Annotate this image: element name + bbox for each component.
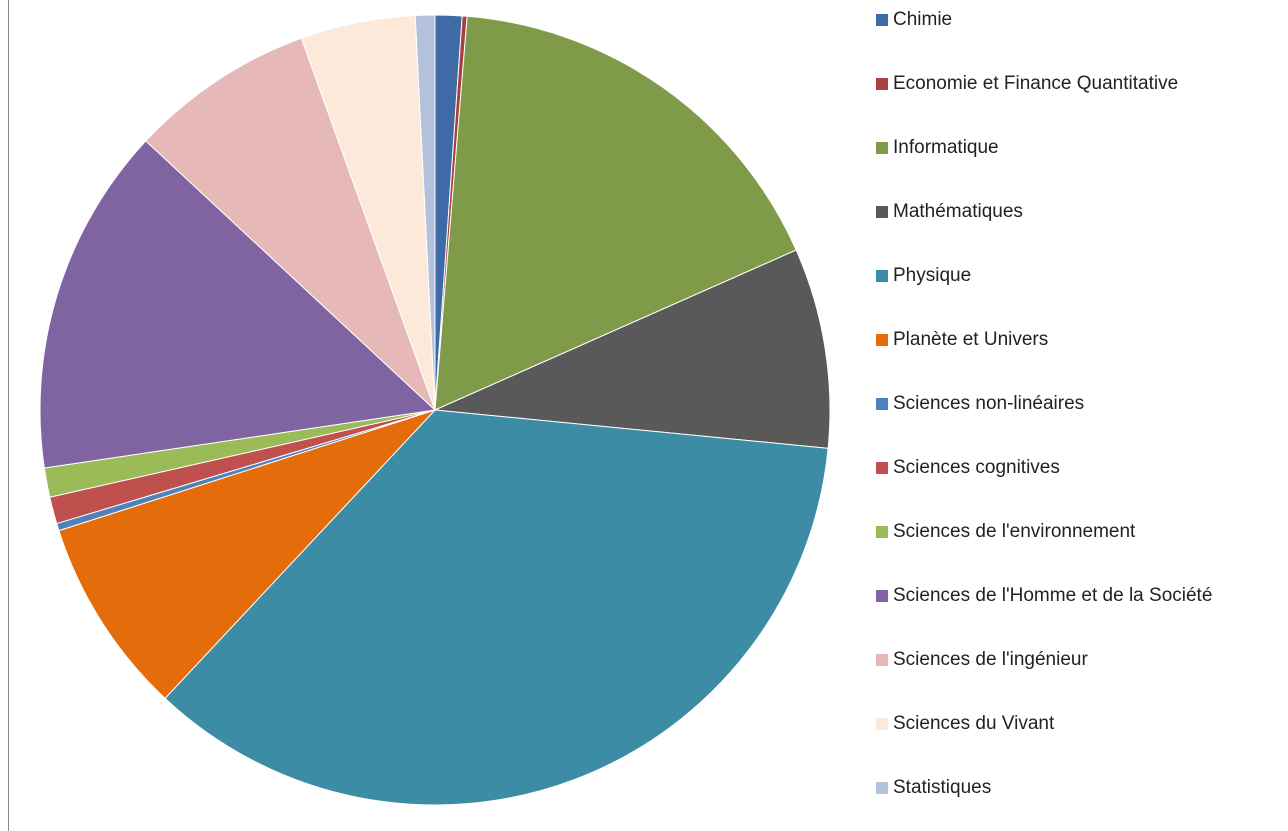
legend-label: Sciences non-linéaires	[893, 393, 1085, 414]
legend-swatch	[876, 14, 888, 26]
legend-label: Sciences de l'ingénieur	[893, 649, 1088, 670]
pie-slice	[434, 15, 797, 411]
legend-item: Chimie	[876, 6, 1216, 34]
legend-label: Sciences du Vivant	[893, 713, 1055, 734]
legend-label: Planète et Univers	[893, 329, 1049, 350]
legend-item: Physique	[876, 262, 1216, 290]
legend-swatch	[876, 462, 888, 474]
legend-item: Informatique	[876, 134, 1216, 162]
legend-swatch	[876, 718, 888, 730]
legend-label: Chimie	[893, 9, 953, 30]
pie-slice	[145, 37, 436, 411]
legend-label: Sciences de l'environnement	[893, 521, 1136, 542]
frame-border	[8, 0, 9, 831]
legend-item: Sciences non-linéaires	[876, 390, 1216, 418]
legend-item: Sciences du Vivant	[876, 710, 1216, 738]
legend-swatch	[876, 206, 888, 218]
legend-item: Sciences cognitives	[876, 454, 1216, 482]
pie-slice	[39, 140, 437, 469]
legend-swatch	[876, 398, 888, 410]
legend-item: Sciences de l'Homme et de la Société	[876, 582, 1216, 610]
legend-swatch	[876, 334, 888, 346]
legend-swatch	[876, 270, 888, 282]
legend-item: Sciences de l'ingénieur	[876, 646, 1216, 674]
legend-item: Economie et Finance Quantitative	[876, 70, 1216, 98]
legend-item: Mathématiques	[876, 198, 1216, 226]
legend-label: Physique	[893, 265, 972, 286]
pie-slice	[58, 408, 437, 700]
legend-swatch	[876, 142, 888, 154]
legend-label: Informatique	[893, 137, 999, 158]
legend-label: Economie et Finance Quantitative	[893, 73, 1179, 94]
pie-slice	[414, 14, 436, 411]
pie-area	[39, 14, 831, 806]
legend-swatch	[876, 78, 888, 90]
pie-slice	[433, 249, 831, 449]
legend-label: Sciences de l'Homme et de la Société	[893, 585, 1213, 606]
legend-swatch	[876, 526, 888, 538]
legend-item: Planète et Univers	[876, 326, 1216, 354]
legend-label: Statistiques	[893, 777, 992, 798]
pie-slice	[164, 409, 829, 806]
legend-label: Mathématiques	[893, 201, 1023, 222]
legend-item: Sciences de l'environnement	[876, 518, 1216, 546]
legend-label: Sciences cognitives	[893, 457, 1060, 478]
legend-swatch	[876, 782, 888, 794]
legend-swatch	[876, 590, 888, 602]
legend-swatch	[876, 654, 888, 666]
legend-item: Statistiques	[876, 774, 1216, 802]
